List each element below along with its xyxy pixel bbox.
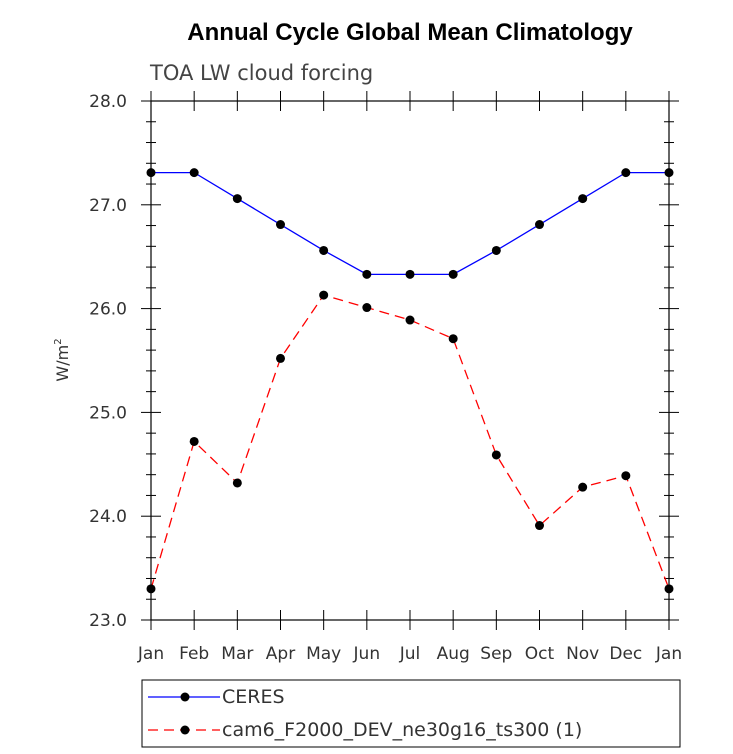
data-point bbox=[189, 436, 199, 446]
data-point bbox=[491, 245, 501, 255]
series-line bbox=[151, 171, 669, 275]
data-point bbox=[189, 168, 199, 178]
data-point bbox=[535, 521, 544, 531]
y-tick-label: 26.0 bbox=[89, 300, 127, 320]
data-point bbox=[578, 482, 588, 492]
x-tick-label: Aug bbox=[437, 644, 470, 664]
legend-marker bbox=[180, 725, 190, 735]
data-point bbox=[319, 245, 329, 255]
x-tick-label: Dec bbox=[609, 644, 642, 664]
legend-label: CERES bbox=[222, 686, 285, 708]
data-point bbox=[448, 334, 458, 344]
x-tick-label: May bbox=[306, 644, 341, 664]
legend: CERES cam6_F2000_DEV_ne30g16_ts300 (1) bbox=[141, 679, 681, 748]
data-point bbox=[232, 478, 242, 488]
y-tick-labels: 23.0 24.0 25.0 26.0 27.0 28.0 bbox=[89, 92, 127, 631]
x-tick-label: Jan bbox=[655, 644, 682, 664]
x-tick-label: Jan bbox=[137, 644, 164, 664]
legend-box bbox=[141, 679, 681, 748]
data-point bbox=[578, 194, 588, 204]
y-tick-label: 25.0 bbox=[89, 403, 127, 423]
data-point bbox=[276, 220, 285, 230]
series-line bbox=[150, 294, 670, 590]
chart-subtitle: TOA LW cloud forcing bbox=[149, 61, 373, 85]
data-point bbox=[276, 353, 285, 363]
legend-marker bbox=[180, 692, 190, 702]
y-axis-label-text: W/m bbox=[53, 345, 72, 382]
data-point bbox=[319, 290, 329, 300]
data-point bbox=[362, 303, 372, 313]
x-tick-label: Apr bbox=[266, 644, 295, 664]
series-0 bbox=[146, 168, 674, 279]
y-tick-label: 24.0 bbox=[89, 507, 127, 527]
data-point bbox=[232, 194, 242, 204]
data-point bbox=[362, 269, 372, 279]
x-tick-label: Jul bbox=[399, 644, 421, 664]
y-tick-label: 23.0 bbox=[89, 611, 127, 631]
legend-label: cam6_F2000_DEV_ne30g16_ts300 (1) bbox=[222, 719, 582, 741]
x-tick-label: Feb bbox=[179, 644, 209, 664]
axis-ticks bbox=[141, 91, 679, 630]
chart-title: Annual Cycle Global Mean Climatology bbox=[187, 19, 633, 46]
data-point bbox=[621, 471, 631, 481]
y-tick-label: 28.0 bbox=[89, 92, 127, 112]
data-point bbox=[621, 168, 631, 178]
y-axis-label: W/m2 bbox=[53, 338, 72, 381]
data-point bbox=[405, 315, 415, 325]
series-layer bbox=[146, 168, 674, 594]
data-point bbox=[535, 220, 544, 230]
data-point bbox=[405, 269, 415, 279]
plot-frame bbox=[150, 100, 670, 621]
x-tick-label: Oct bbox=[525, 644, 555, 664]
data-point bbox=[448, 269, 458, 279]
data-point bbox=[491, 450, 501, 460]
x-tick-label: Nov bbox=[566, 644, 599, 664]
y-axis-label-superscript: 2 bbox=[53, 338, 64, 344]
x-tick-label: Mar bbox=[221, 644, 253, 664]
series-1 bbox=[146, 290, 674, 594]
x-tick-label: Jun bbox=[353, 644, 381, 664]
y-tick-label: 27.0 bbox=[89, 196, 127, 216]
x-tick-label: Sep bbox=[480, 644, 512, 664]
x-tick-labels: Jan Feb Mar Apr May Jun Jul Aug Sep Oct Nov Dec Jan bbox=[137, 644, 682, 664]
